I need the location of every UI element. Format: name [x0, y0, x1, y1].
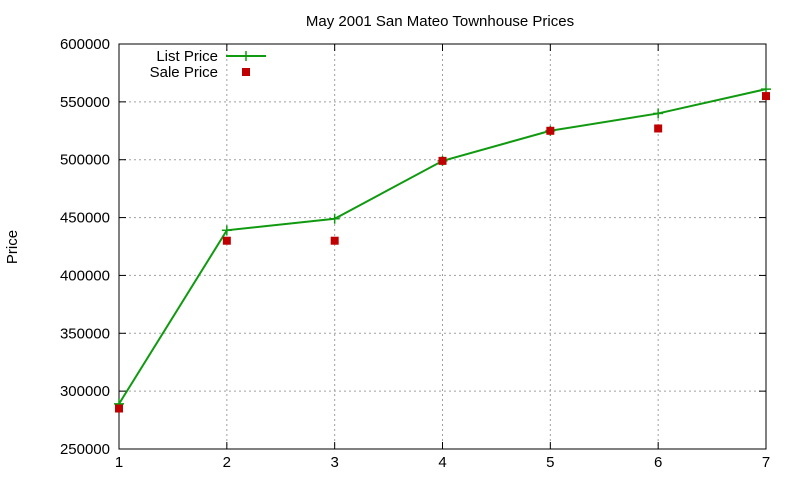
data-point	[653, 108, 664, 119]
x-tick-label: 4	[438, 454, 446, 471]
x-tick-label: 6	[654, 454, 662, 471]
legend-item: Sale Price	[150, 64, 250, 81]
series-line	[118, 88, 767, 405]
y-tick-label: 600000	[60, 36, 110, 53]
data-point	[221, 225, 232, 236]
data-point	[438, 156, 447, 165]
chart-title: May 2001 San Mateo Townhouse Prices	[306, 13, 574, 30]
y-axis-label: Price	[4, 230, 21, 264]
legend-marker	[242, 68, 250, 76]
x-tick-label: 7	[762, 454, 770, 471]
x-tick-label: 1	[115, 454, 123, 471]
data-point	[222, 236, 231, 245]
data-point	[762, 92, 770, 101]
legend-marker	[241, 51, 251, 61]
y-tick-label: 500000	[60, 152, 110, 169]
legend-label: List Price	[156, 48, 218, 65]
y-tick-label: 400000	[60, 267, 110, 284]
data-point	[330, 236, 339, 245]
data-point	[115, 404, 123, 413]
y-tick-label: 450000	[60, 210, 110, 227]
data-point	[654, 124, 663, 133]
series-layer	[114, 84, 771, 413]
y-tick-label: 550000	[60, 94, 110, 111]
x-tick-label: 3	[330, 454, 338, 471]
axes: 250000 300000 350000 400000 450000 500000 5500…	[60, 36, 770, 471]
series-sale-price	[115, 92, 770, 413]
x-tick-label: 5	[546, 454, 554, 471]
data-point	[329, 213, 340, 224]
data-point	[546, 126, 555, 135]
y-tick-label: 350000	[60, 325, 110, 342]
y-tick-label: 300000	[60, 383, 110, 400]
x-tick-label: 2	[223, 454, 231, 471]
legend-item: List Price	[156, 48, 266, 65]
legend-label: Sale Price	[150, 64, 218, 81]
y-tick-label: 250000	[60, 441, 110, 458]
